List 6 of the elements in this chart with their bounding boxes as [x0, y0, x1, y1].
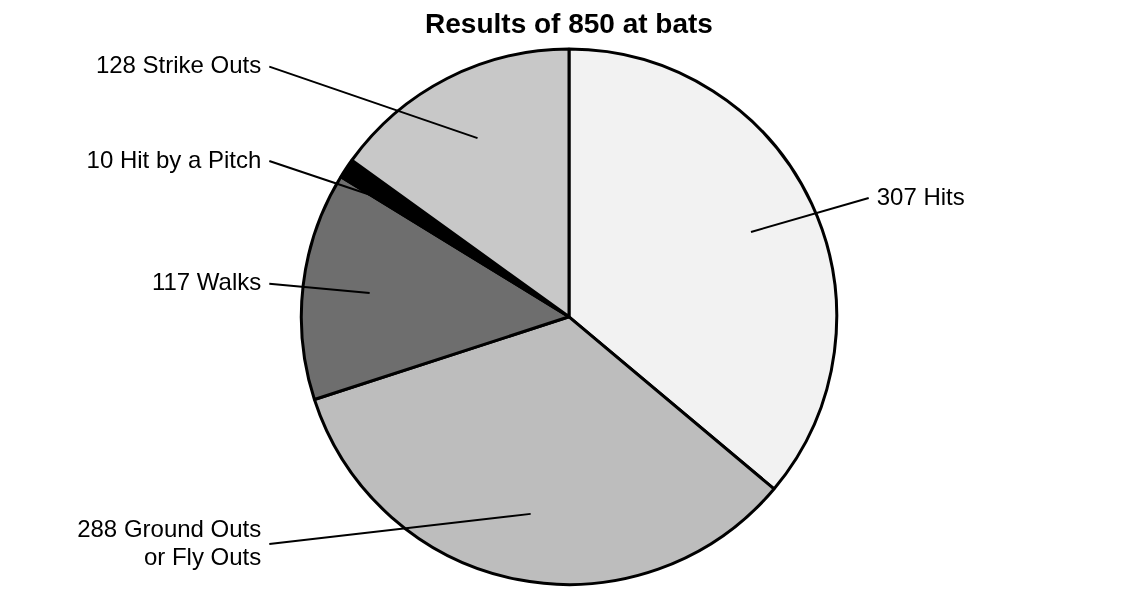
slice-label: 288 Ground Outs or Fly Outs: [77, 514, 262, 570]
slice-label: 117 Walks: [151, 268, 262, 296]
slice-label: 10 Hit by a Pitch: [86, 145, 262, 173]
slice-label: 128 Strike Outs: [95, 51, 262, 79]
slice-label: 307 Hits: [876, 182, 965, 210]
chart-title: Results of 850 at bats: [425, 7, 713, 39]
